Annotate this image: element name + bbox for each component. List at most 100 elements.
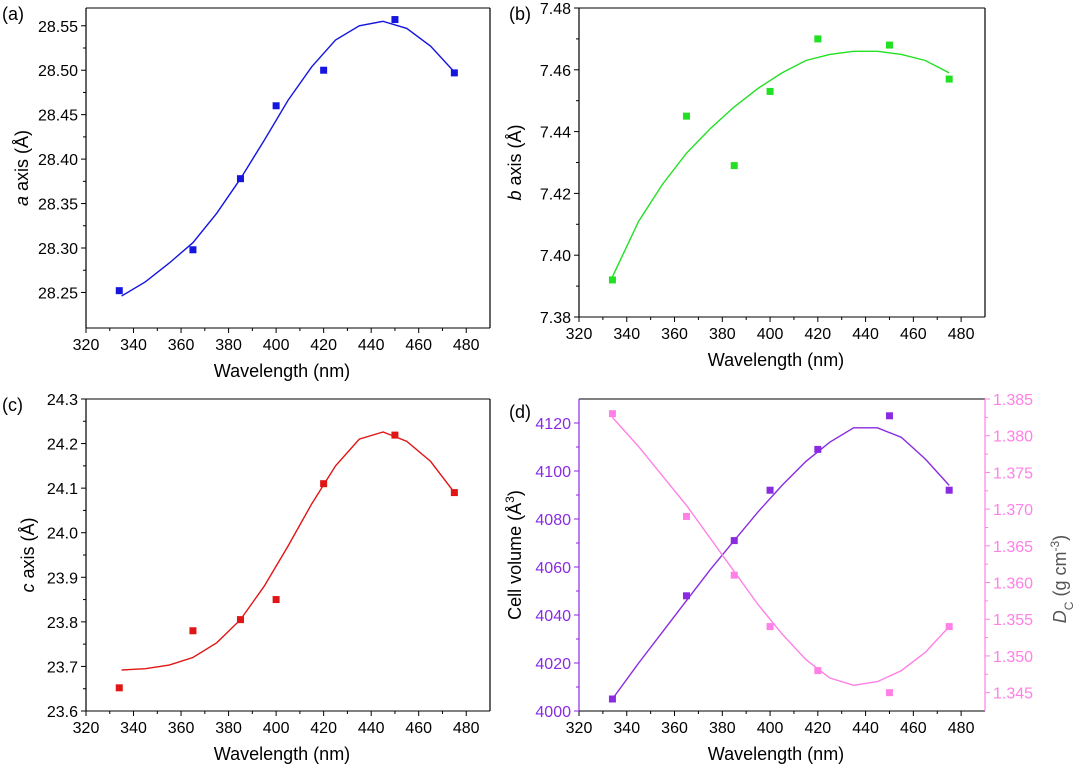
data-point-c <box>115 684 123 692</box>
y-tick-label: 4100 <box>535 464 571 481</box>
y-axis-label: Cell volume (Å3) <box>503 490 525 620</box>
y2-tick-label: 1.385 <box>993 392 1033 409</box>
x-tick-label: 400 <box>263 337 290 354</box>
x-tick-label: 420 <box>804 720 831 737</box>
fit-curve-c <box>121 431 455 671</box>
y-tick-label: 28.40 <box>38 152 78 169</box>
y-tick-label: 7.46 <box>540 63 571 80</box>
y2-tick-label: 1.370 <box>993 502 1033 519</box>
chart-panel-d: 320 340 360 380 400 420 440 460 480 Wavelength (n… <box>503 392 1076 764</box>
x-tick-label: 480 <box>453 720 480 737</box>
x-tick-label: 340 <box>120 337 147 354</box>
data-point-c <box>189 627 197 635</box>
y-tick-label: 4080 <box>535 512 571 529</box>
x-tick-label: 460 <box>405 720 432 737</box>
chart-panel-a: 320 340 360 380 400 420 440 460 480 Wavelength (n… <box>2 4 491 381</box>
x-tick-label: 380 <box>215 720 242 737</box>
y-tick-label: 24.1 <box>47 481 78 498</box>
x-tick-label: 460 <box>405 337 432 354</box>
x-tick-label: 320 <box>73 337 100 354</box>
y-tick-label: 23.8 <box>47 615 78 632</box>
fit-curve-density <box>611 416 950 687</box>
panel-label: (a) <box>2 4 24 24</box>
x-tick-label: 440 <box>358 720 385 737</box>
data-point-b <box>814 35 822 43</box>
fit-curve-volume <box>611 427 950 700</box>
data-point-density <box>730 571 738 579</box>
x-tick-label: 460 <box>900 720 927 737</box>
y-tick-label: 23.6 <box>47 704 78 721</box>
chart-panel-b: 320 340 360 380 400 420 440 460 480 Wavelength (n… <box>505 1 986 370</box>
x-tick-label: 340 <box>613 720 640 737</box>
x-tick-label: 320 <box>566 326 593 343</box>
x-tick-label: 440 <box>358 337 385 354</box>
y-tick-label: 7.38 <box>540 310 571 327</box>
y-tick-label: 7.40 <box>540 248 571 265</box>
y-axis-label: b axis (Å) <box>505 124 525 200</box>
x-tick-label: 440 <box>852 720 879 737</box>
panel-label: (d) <box>509 402 531 422</box>
y-tick-label: 7.44 <box>540 125 571 142</box>
x-tick-label: 480 <box>948 326 975 343</box>
y-tick-label: 24.0 <box>47 526 78 543</box>
x-axis-label: Wavelength (nm) <box>708 744 844 764</box>
data-point-c <box>450 489 458 497</box>
fit-curve-a <box>121 20 455 297</box>
fit-curve-b <box>611 50 950 278</box>
x-tick-label: 420 <box>804 326 831 343</box>
y2-tick-label: 1.380 <box>993 429 1033 446</box>
y-tick-label: 23.9 <box>47 570 78 587</box>
data-point-c <box>272 596 280 604</box>
data-point-density <box>945 623 953 631</box>
x-tick-label: 340 <box>613 326 640 343</box>
x-tick-label: 440 <box>852 326 879 343</box>
x-tick-label: 340 <box>120 720 147 737</box>
data-point-density <box>682 512 690 520</box>
x-tick-label: 360 <box>661 720 688 737</box>
y2-axis-label: DC (g cm-3) <box>1048 535 1076 623</box>
panel-label: (b) <box>509 4 531 24</box>
y2-tick-label: 1.355 <box>993 612 1033 629</box>
data-point-c <box>236 616 244 624</box>
y-axis-label: a axis (Å) <box>12 130 32 206</box>
data-point-a <box>189 246 197 254</box>
y2-tick-label: 1.375 <box>993 465 1033 482</box>
data-point-a <box>236 175 244 183</box>
y-tick-label: 28.25 <box>38 285 78 302</box>
x-tick-label: 360 <box>661 326 688 343</box>
y2-tick-label: 1.350 <box>993 649 1033 666</box>
data-point-volume <box>608 695 616 703</box>
y-tick-label: 28.50 <box>38 63 78 80</box>
y-tick-label: 4000 <box>535 704 571 721</box>
x-tick-label: 380 <box>709 720 736 737</box>
y-tick-label: 24.3 <box>47 392 78 409</box>
y-tick-label: 28.55 <box>38 19 78 36</box>
data-point-volume <box>766 486 774 494</box>
panel-label: (c) <box>2 395 23 415</box>
y-tick-label: 28.45 <box>38 108 78 125</box>
x-tick-label: 380 <box>709 326 736 343</box>
y-tick-label: 28.35 <box>38 197 78 214</box>
y-tick-label: 7.42 <box>540 186 571 203</box>
x-tick-label: 360 <box>168 337 195 354</box>
x-tick-label: 320 <box>73 720 100 737</box>
data-point-a <box>450 69 458 77</box>
x-tick-label: 400 <box>263 720 290 737</box>
chart-panel-c: 320 340 360 380 400 420 440 460 480 Wavelength (n… <box>2 392 491 764</box>
y-tick-label: 4060 <box>535 560 571 577</box>
x-tick-label: 320 <box>566 720 593 737</box>
data-point-volume <box>814 445 822 453</box>
y2-tick-label: 1.360 <box>993 576 1033 593</box>
x-axis-label: Wavelength (nm) <box>214 744 350 764</box>
y-tick-label: 4040 <box>535 608 571 625</box>
data-point-volume <box>730 537 738 545</box>
x-tick-label: 480 <box>948 720 975 737</box>
y-tick-label: 28.30 <box>38 241 78 258</box>
data-point-c <box>320 480 328 488</box>
data-point-c <box>391 431 399 439</box>
data-point-a <box>115 287 123 295</box>
data-point-b <box>682 112 690 120</box>
y-tick-label: 4120 <box>535 416 571 433</box>
data-point-a <box>391 16 399 24</box>
